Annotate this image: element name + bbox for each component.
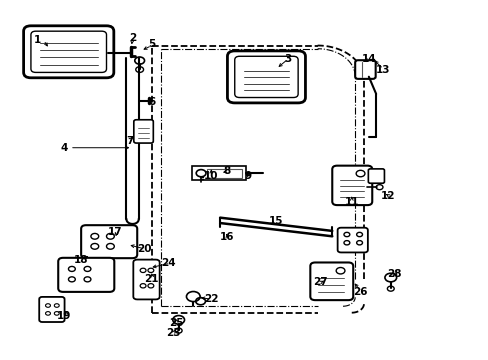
- Text: 6: 6: [148, 97, 155, 107]
- Text: 10: 10: [203, 171, 218, 181]
- Text: 20: 20: [137, 244, 151, 254]
- FancyBboxPatch shape: [58, 258, 114, 292]
- Text: 19: 19: [57, 311, 71, 320]
- FancyBboxPatch shape: [227, 51, 305, 103]
- Text: 4: 4: [61, 143, 68, 153]
- FancyBboxPatch shape: [310, 262, 352, 300]
- Text: 18: 18: [74, 255, 88, 265]
- FancyBboxPatch shape: [354, 60, 375, 79]
- Text: 23: 23: [166, 328, 181, 338]
- FancyBboxPatch shape: [39, 297, 64, 322]
- FancyBboxPatch shape: [23, 26, 114, 78]
- Text: 2: 2: [128, 33, 136, 43]
- Text: 17: 17: [108, 227, 122, 237]
- Text: 3: 3: [284, 54, 291, 64]
- FancyBboxPatch shape: [133, 260, 159, 300]
- FancyBboxPatch shape: [331, 166, 371, 205]
- FancyBboxPatch shape: [134, 120, 153, 143]
- Text: 28: 28: [386, 269, 401, 279]
- Text: 25: 25: [169, 319, 183, 328]
- Text: 1: 1: [34, 35, 41, 45]
- Text: 7: 7: [126, 136, 133, 145]
- Text: 15: 15: [268, 216, 283, 226]
- Text: 21: 21: [144, 274, 159, 284]
- Text: 12: 12: [380, 191, 395, 201]
- Text: 27: 27: [312, 277, 327, 287]
- Text: 14: 14: [361, 54, 375, 64]
- Bar: [192, 166, 245, 180]
- FancyBboxPatch shape: [337, 228, 367, 252]
- FancyBboxPatch shape: [31, 31, 106, 72]
- Text: 11: 11: [344, 197, 358, 207]
- FancyBboxPatch shape: [81, 225, 137, 258]
- Text: 13: 13: [375, 64, 390, 75]
- Text: 9: 9: [244, 171, 251, 181]
- Text: 16: 16: [220, 232, 234, 242]
- FancyBboxPatch shape: [234, 56, 298, 98]
- Text: 8: 8: [224, 166, 231, 176]
- Text: 5: 5: [148, 40, 155, 49]
- Text: 26: 26: [352, 287, 367, 297]
- Text: 22: 22: [203, 294, 218, 304]
- FancyBboxPatch shape: [367, 169, 384, 183]
- Bar: [206, 168, 242, 178]
- Text: 24: 24: [161, 258, 176, 268]
